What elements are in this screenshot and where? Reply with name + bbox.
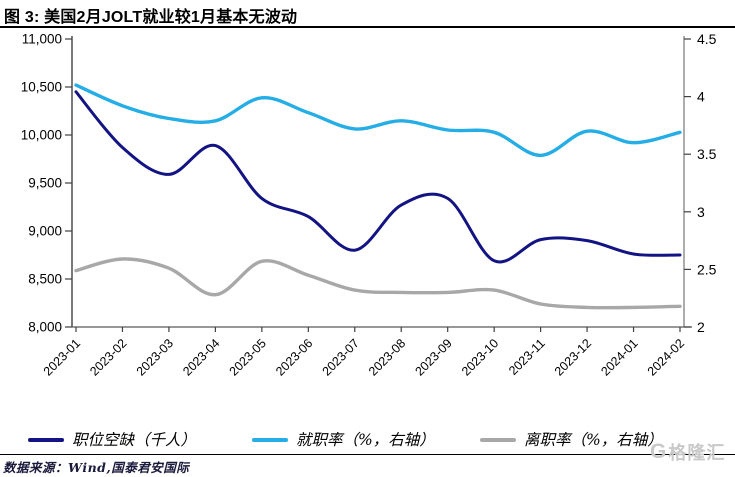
gelonghui-watermark: G 格隆汇 <box>650 439 725 465</box>
legend-label: 职位空缺（千人） <box>72 431 197 449</box>
x-axis-tick-label: 2023-12 <box>552 336 594 378</box>
right-axis-tick-label: 2.5 <box>697 261 717 277</box>
x-axis-tick-label: 2023-08 <box>366 336 408 378</box>
left-axis-tick-label: 10,500 <box>21 80 62 95</box>
x-axis-tick-label: 2023-07 <box>320 336 362 378</box>
x-axis-tick-label: 2023-03 <box>134 336 176 378</box>
legend-line-swatch-lightblue <box>252 438 288 442</box>
legend-line-swatch-gray <box>480 438 516 442</box>
footer-rule <box>0 454 735 455</box>
x-axis-tick-label: 2024-02 <box>645 336 687 378</box>
legend-item-job-openings: 职位空缺（千人） <box>28 428 196 452</box>
left-axis-tick-label: 11,000 <box>22 32 62 47</box>
series-line-hires-rate <box>74 83 682 158</box>
right-axis-tick-label: 3.5 <box>697 146 717 162</box>
series-line-quits-rate <box>74 257 682 310</box>
legend-item-hires-rate: 就职率（%，右轴） <box>252 428 435 452</box>
x-axis-tick-label: 2023-09 <box>412 336 454 378</box>
data-source-note: 数据来源：Wind,国泰君安国际 <box>3 460 190 475</box>
right-axis-tick-label: 4.5 <box>697 31 717 47</box>
x-axis-tick-label: 2023-04 <box>180 336 222 378</box>
x-axis-tick-label: 2023-05 <box>227 336 269 378</box>
figure-title: 图 3: 美国2月JOLT就业较1月基本无波动 <box>4 9 298 26</box>
x-axis-tick-label: 2024-01 <box>598 336 640 378</box>
x-axis-tick-label: 2023-06 <box>273 336 315 378</box>
watermark-text: 格隆汇 <box>668 443 726 463</box>
left-axis-tick-label: 8,500 <box>28 272 62 287</box>
title-rule <box>0 26 735 28</box>
legend-label: 就职率（%，右轴） <box>296 431 435 449</box>
right-axis-tick-label: 2 <box>697 319 705 335</box>
x-axis-tick-label: 2023-01 <box>41 336 83 378</box>
left-axis-tick-label: 9,000 <box>28 224 62 239</box>
left-axis-tick-label: 8,000 <box>28 320 62 335</box>
chart-legend: 职位空缺（千人） 就职率（%，右轴） 离职率（%，右轴） <box>0 428 735 452</box>
left-axis-tick-label: 10,000 <box>21 128 62 143</box>
right-axis-tick-label: 4 <box>697 89 705 105</box>
gelonghui-logo-icon: G <box>650 440 667 463</box>
right-axis-tick-label: 3 <box>697 204 705 220</box>
legend-line-swatch-navy <box>28 438 64 442</box>
x-axis-tick-label: 2023-10 <box>459 336 501 378</box>
series-line-job-openings <box>74 90 682 264</box>
x-axis-tick-label: 2023-11 <box>506 336 548 378</box>
legend-item-quits-rate: 离职率（%，右轴） <box>480 428 663 452</box>
x-axis-tick-label: 2023-02 <box>87 336 129 378</box>
legend-label: 离职率（%，右轴） <box>524 431 663 449</box>
left-axis-tick-label: 9,500 <box>28 176 62 191</box>
